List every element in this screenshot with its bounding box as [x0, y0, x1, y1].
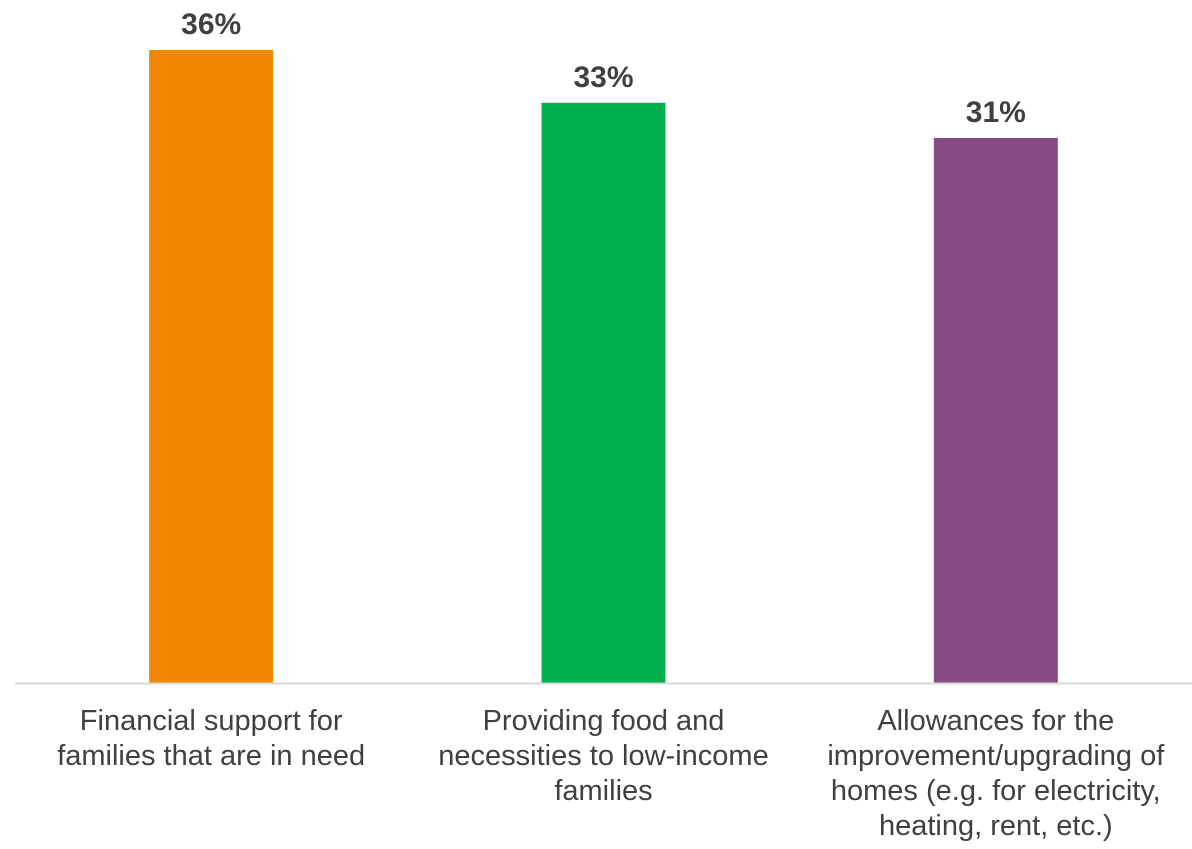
category-label-2-line-3: families — [554, 775, 652, 807]
bar-3 — [933, 137, 1058, 683]
data-label-1: 36% — [181, 8, 241, 41]
category-label-2: Providing food and necessities to low-inc… — [438, 705, 768, 807]
category-label-1-line-2: families that are in need — [57, 740, 365, 772]
category-label-3-line-3: homes (e.g. for electricity, — [831, 775, 1161, 807]
category-label-2-line-2: necessities to low-income — [438, 740, 768, 772]
category-label-2-line-1: Providing food and — [483, 705, 725, 737]
category-label-3-line-2: improvement/upgrading of — [827, 740, 1165, 772]
category-label-3-line-1: Allowances for the — [877, 705, 1114, 737]
bar-2 — [541, 102, 666, 683]
bar-1 — [149, 50, 274, 683]
data-label-3: 31% — [966, 96, 1026, 129]
category-label-1-line-1: Financial support for — [80, 705, 343, 737]
data-label-2: 33% — [573, 61, 633, 94]
value-labels-group: 36% 33% 31% — [181, 8, 1026, 129]
bars-group — [149, 50, 1058, 683]
category-labels-group: Financial support for families that are i… — [57, 705, 1165, 842]
category-label-3-line-4: heating, rent, etc.) — [879, 810, 1113, 842]
category-label-1: Financial support for families that are i… — [57, 705, 365, 772]
category-label-3: Allowances for the improvement/upgrading … — [827, 705, 1165, 842]
